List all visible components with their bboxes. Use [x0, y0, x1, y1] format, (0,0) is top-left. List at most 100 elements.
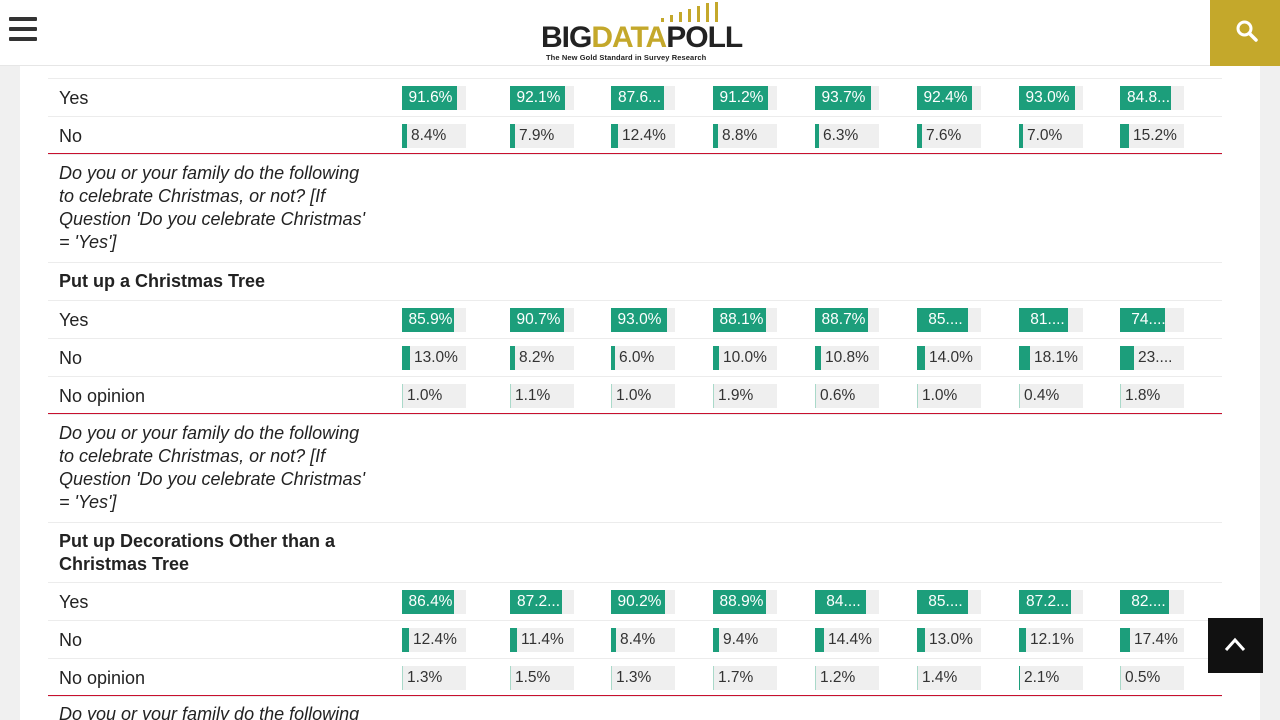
percent-cell: 6.0% — [611, 346, 675, 370]
percent-value: 11.4% — [521, 631, 564, 648]
percent-bar — [611, 384, 612, 408]
percent-cell: 17.4% — [1120, 628, 1184, 652]
percent-value: 8.2% — [519, 349, 555, 366]
percent-bar — [713, 666, 714, 690]
percent-value: 86.4% — [408, 593, 453, 610]
percent-value: 90.7% — [516, 311, 561, 328]
percent-bar — [510, 86, 565, 110]
percent-cell: 0.4% — [1019, 384, 1083, 408]
percent-bar — [402, 86, 457, 110]
percent-bar — [815, 86, 871, 110]
percent-value: 85.... — [928, 593, 963, 610]
percent-cell: 7.9% — [510, 124, 574, 148]
percent-bar — [402, 628, 409, 652]
percent-cell: 23.... — [1120, 346, 1184, 370]
table-row: No opinion 1.0% 1.1% 1.0% 1.9% 0.6% 1.0% 0.4% 1.… — [48, 376, 1222, 414]
row-label: No — [59, 347, 83, 368]
logo-wordmark: BIGDATAPOLL — [541, 21, 743, 54]
percent-value: 74.... — [1131, 311, 1166, 328]
percent-bar — [713, 308, 766, 332]
percent-cell: 10.8% — [815, 346, 879, 370]
percent-value: 1.1% — [515, 387, 551, 404]
percent-cell: 8.8% — [713, 124, 777, 148]
percent-bar — [402, 384, 403, 408]
table-row: Yes 91.6% 92.1% 87.6... 91.2% 93.7% 92.4% 93.0%… — [48, 78, 1222, 116]
percent-bar — [1120, 384, 1121, 408]
percent-bar — [815, 346, 821, 370]
percent-value: 1.5% — [515, 669, 551, 686]
hamburger-menu-icon[interactable] — [9, 17, 37, 43]
percent-bar — [917, 308, 968, 332]
percent-cell: 1.4% — [917, 666, 981, 690]
percent-cell: 0.5% — [1120, 666, 1184, 690]
question-row: Do you or your family do the following — [48, 696, 1222, 720]
percent-value: 10.8% — [825, 349, 869, 366]
percent-value: 87.6... — [617, 89, 662, 106]
percent-cell: 1.0% — [917, 384, 981, 408]
percent-cell: 87.2... — [510, 590, 574, 614]
percent-bar — [611, 308, 667, 332]
percent-bar — [713, 628, 719, 652]
percent-cell: 11.4% — [510, 628, 574, 652]
percent-cell: 1.3% — [402, 666, 466, 690]
percent-bar — [1120, 628, 1130, 652]
percent-bar — [402, 346, 410, 370]
chevron-up-icon — [1224, 637, 1246, 652]
percent-bar — [917, 86, 972, 110]
percent-cell: 88.9% — [713, 590, 777, 614]
logo-tagline: The New Gold Standard in Survey Research — [546, 53, 707, 62]
percent-cell: 7.0% — [1019, 124, 1083, 148]
row-label: No — [59, 125, 83, 146]
percent-value: 23.... — [1138, 349, 1173, 366]
percent-cell: 14.0% — [917, 346, 981, 370]
percent-value: 91.6% — [408, 89, 453, 106]
percent-value: 88.9% — [719, 593, 764, 610]
percent-bar — [713, 590, 766, 614]
percent-value: 8.4% — [620, 631, 656, 648]
percent-bar — [917, 346, 925, 370]
percent-value: 8.8% — [722, 127, 758, 144]
percent-cell: 15.2% — [1120, 124, 1184, 148]
percent-value: 6.0% — [619, 349, 655, 366]
percent-bar — [1019, 590, 1071, 614]
search-button[interactable] — [1210, 0, 1280, 66]
percent-cell: 85.... — [917, 590, 981, 614]
percent-bar — [713, 346, 719, 370]
percent-bar — [815, 590, 866, 614]
percent-bar — [510, 384, 511, 408]
percent-bar — [917, 666, 918, 690]
percent-cell: 1.1% — [510, 384, 574, 408]
percent-cell: 12.4% — [402, 628, 466, 652]
percent-cell: 92.4% — [917, 86, 981, 110]
percent-cell: 8.2% — [510, 346, 574, 370]
percent-cell: 6.3% — [815, 124, 879, 148]
percent-cell: 93.0% — [1019, 86, 1083, 110]
row-label: Yes — [59, 309, 89, 330]
back-to-top-button[interactable] — [1208, 618, 1263, 673]
percent-bar — [510, 124, 515, 148]
percent-bar — [713, 124, 718, 148]
percent-bar — [1019, 308, 1068, 332]
percent-cell: 93.7% — [815, 86, 879, 110]
percent-value: 1.3% — [407, 669, 443, 686]
percent-value: 87.2... — [1025, 593, 1070, 610]
percent-cell: 7.6% — [917, 124, 981, 148]
site-logo[interactable]: BIGDATAPOLL The New Gold Standard in Sur… — [540, 0, 743, 66]
percent-bar — [510, 628, 517, 652]
percent-cell: 1.9% — [713, 384, 777, 408]
percent-cell: 84.... — [815, 590, 879, 614]
percent-value: 7.0% — [1027, 127, 1063, 144]
percent-cell: 81.... — [1019, 308, 1083, 332]
percent-bar — [611, 86, 664, 110]
percent-value: 81.... — [1030, 311, 1065, 328]
row-label: No — [59, 629, 83, 650]
percent-value: 14.0% — [929, 349, 973, 366]
percent-value: 84.... — [826, 593, 861, 610]
percent-cell: 1.2% — [815, 666, 879, 690]
percent-value: 18.1% — [1034, 349, 1078, 366]
table-row: Yes 85.9% 90.7% 93.0% 88.1% 88.7% 85.... 81....… — [48, 300, 1222, 338]
percent-bar — [510, 666, 511, 690]
percent-value: 15.2% — [1133, 127, 1177, 144]
percent-value: 92.1% — [516, 89, 561, 106]
percent-cell: 12.4% — [611, 124, 675, 148]
